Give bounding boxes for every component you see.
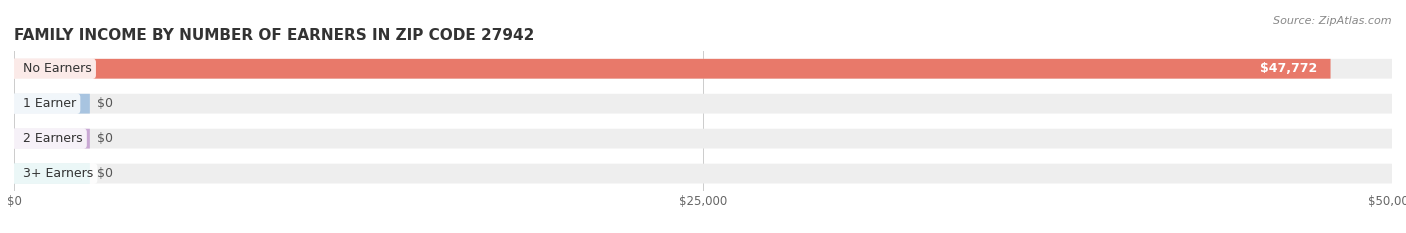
- Text: $0: $0: [97, 97, 112, 110]
- Text: Source: ZipAtlas.com: Source: ZipAtlas.com: [1274, 16, 1392, 26]
- FancyBboxPatch shape: [14, 164, 90, 183]
- FancyBboxPatch shape: [14, 59, 1392, 79]
- Text: 2 Earners: 2 Earners: [15, 132, 83, 145]
- FancyBboxPatch shape: [14, 59, 1330, 79]
- Text: FAMILY INCOME BY NUMBER OF EARNERS IN ZIP CODE 27942: FAMILY INCOME BY NUMBER OF EARNERS IN ZI…: [14, 28, 534, 43]
- Text: 1 Earner: 1 Earner: [15, 97, 76, 110]
- Text: No Earners: No Earners: [15, 62, 93, 75]
- FancyBboxPatch shape: [14, 129, 1392, 148]
- Text: $0: $0: [97, 167, 112, 180]
- FancyBboxPatch shape: [14, 164, 1392, 183]
- FancyBboxPatch shape: [14, 94, 1392, 113]
- FancyBboxPatch shape: [14, 129, 90, 148]
- FancyBboxPatch shape: [14, 94, 90, 113]
- Text: $0: $0: [97, 132, 112, 145]
- Text: 3+ Earners: 3+ Earners: [15, 167, 94, 180]
- Text: $47,772: $47,772: [1260, 62, 1317, 75]
